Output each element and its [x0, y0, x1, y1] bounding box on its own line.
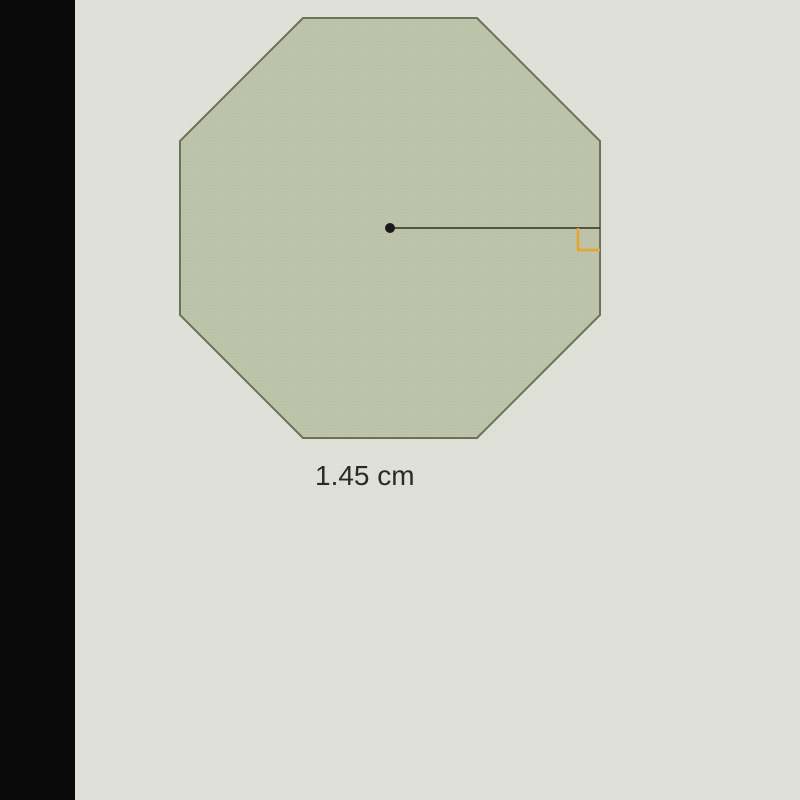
side-measurement-label: 1.45 cm [315, 460, 415, 492]
geometry-diagram: 1.45 cm [170, 8, 610, 528]
center-point [385, 223, 395, 233]
screen-bezel [0, 0, 75, 800]
content-area: 1.45 cm [75, 0, 800, 800]
octagon-figure [170, 8, 610, 448]
